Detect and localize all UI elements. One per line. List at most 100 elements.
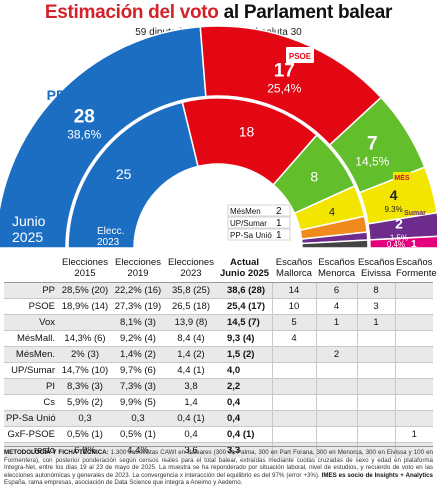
table-cell (271, 346, 316, 363)
table-cell (356, 362, 395, 379)
table-cell: 1,4% (2) (111, 346, 165, 363)
outer-pct-m-small-: 9.3% (384, 205, 402, 214)
table-cell (356, 394, 395, 411)
table-cell: 35,8 (25) (165, 282, 217, 299)
inner-label-line1: Elecc. (97, 226, 124, 237)
table-cell: 0,4 (1) (217, 426, 272, 443)
table-cell (394, 330, 433, 347)
table-cell: 14 (271, 282, 316, 299)
methodology-note: METODOLOGÍA Y FICHA TÉCNICA: 1.300 entre… (4, 446, 433, 487)
table-row: PP 28,5% (20) 22,2% (16) 35,8 (25) 38,6 (28)… (4, 282, 433, 299)
table-row-party: MésMall. (4, 330, 59, 347)
inner-segment-pp-sa-uni- (301, 239, 369, 249)
table-cell: 13,9 (8) (165, 314, 217, 331)
table-cell: 2% (3) (59, 346, 111, 363)
title-part2: al Parlament balear (223, 2, 393, 23)
side-label-value-m-smen: 2 (276, 206, 282, 217)
table-cell (315, 330, 357, 347)
logo-bg-m-small- (393, 172, 411, 183)
table-row: Cs 5,9% (2) 9,9% (5) 1,4 0,4 (4, 394, 433, 411)
table-cell: 0,3 (59, 410, 111, 427)
table-cell: 5,9% (2) (59, 394, 111, 411)
table-header-5-line-1: Menorca (318, 268, 355, 279)
table-row-party: Vox (4, 314, 59, 331)
table-cell (394, 314, 433, 331)
table-cell: 0,4 (1) (165, 410, 217, 427)
logo-pp: PP (47, 87, 66, 103)
table-cell: 0,3 (111, 410, 165, 427)
table-cell: 1,5 (2) (217, 346, 272, 363)
table-row: UP/Sumar 14,7% (10) 9,7% (6) 4,4 (1) 4,0 (4, 362, 433, 379)
table-header-4-line-1: Mallorca (276, 268, 312, 279)
table-cell: 28,5% (20) (59, 282, 111, 299)
outer-pct-up-sumar: 1,5% (390, 234, 408, 243)
table-cell: 2,2 (217, 378, 272, 395)
outer-pct-pp: 38,6% (67, 128, 101, 142)
note-bold-tail: IMES es socio de Insights + Analytics (319, 471, 433, 479)
logo-up-sumar: Sumar (404, 210, 426, 217)
table-cell: 14,5 (7) (217, 314, 272, 331)
table-row: PP-Sa Unió 0,3 0,3 0,4 (1) 0,4 (4, 410, 433, 427)
outer-seats-gxf-psoe: 1 (411, 239, 417, 250)
table-header-6-line-0: Escaños (358, 257, 395, 268)
table-cell (315, 426, 357, 443)
outer-pct-vox: 14,5% (355, 154, 389, 168)
logo-psoe: PSOE (289, 52, 312, 61)
outer-seats-pp: 28 (74, 107, 95, 128)
table-cell (59, 314, 111, 331)
table-cell (271, 378, 316, 395)
inner-seats-m-small-: 4 (329, 206, 335, 218)
table-header-1-line-1: 2019 (127, 268, 149, 279)
table-row: MésMall. 14,3% (6) 9,2% (4) 8,4 (4) 9,3 (4) 4 (4, 330, 433, 347)
outer-segment-gxf-psoe (368, 235, 437, 249)
table-cell: 8,1% (3) (111, 314, 165, 331)
outer-seats-psoe: 17 (274, 60, 295, 81)
table-cell: 1,4 (2) (165, 346, 217, 363)
table-row-party: UP/Sumar (4, 362, 59, 379)
table-cell (394, 362, 433, 379)
note-text: 1.300 entrevistas CAWI en Baleares (300 … (4, 449, 433, 479)
outer-seats-up-sumar: 2 (395, 216, 403, 232)
table-row: Vox 8,1% (3) 13,9 (8) 14,5 (7) 5 1 1 (4, 314, 433, 331)
table-header-1: Elecciones 2019 (111, 255, 165, 283)
table-row: MésMen. 2% (3) 1,4% (2) 1,4 (2) 1,5 (2) 2 (4, 346, 433, 363)
table-header-3: Actual Junio 2025 (217, 255, 272, 283)
table-cell (315, 410, 357, 427)
table-header-2: Elecciones 2023 (165, 255, 217, 283)
side-label-box-pp-sa-uni- (227, 228, 291, 241)
table-cell (271, 394, 316, 411)
table-header-0-line-0: Elecciones (62, 257, 108, 268)
table-cell: 4,0 (217, 362, 272, 379)
table-cell: 4,4 (1) (165, 362, 217, 379)
table-cell: 8,3% (3) (59, 378, 111, 395)
table-header-4-line-0: Escaños (275, 257, 313, 268)
table-row-party: GxF-PSOE (4, 426, 59, 443)
note-tail: España, rama empresas, asociación de Dat… (4, 479, 243, 487)
table-cell (394, 410, 433, 427)
side-label-name-pp-sa-uni-: PP-Sa Unió (230, 231, 272, 240)
table-row-party: PI (4, 378, 59, 395)
outer-seats-m-small-: 4 (390, 187, 398, 203)
outer-pct-gxf-psoe: 0,4% (387, 240, 405, 249)
logo-bg-psoe (286, 47, 314, 63)
outer-pct-psoe: 25,4% (267, 81, 301, 95)
table-cell: 4 (271, 330, 316, 347)
table-cell: 6 (315, 282, 357, 299)
chart-title: Estimación del voto al Parlament balear (0, 2, 437, 24)
table-cell (315, 378, 357, 395)
side-label-name-m-smen: MésMen (230, 207, 261, 216)
table-header-7: EscañosFormentera (395, 255, 437, 283)
table-header-5-line-0: Escaños (318, 257, 355, 268)
table-cell (394, 298, 433, 315)
table-header-3-line-0: Actual (229, 257, 260, 268)
table-cell: 1 (356, 314, 395, 331)
table-cell: 0,5% (1) (59, 426, 111, 443)
table-cell: 9,3 (4) (217, 330, 272, 347)
table-cell: 10 (271, 298, 316, 315)
table-header-1-line-0: Elecciones (115, 257, 161, 268)
outer-label-line2: 2025 (12, 229, 43, 245)
table-row-party: PP-Sa Unió (4, 410, 59, 427)
table-header-0-line-1: 2015 (74, 268, 96, 279)
table-cell: 26,5 (18) (165, 298, 217, 315)
table-header-2-line-1: 2023 (180, 268, 202, 279)
